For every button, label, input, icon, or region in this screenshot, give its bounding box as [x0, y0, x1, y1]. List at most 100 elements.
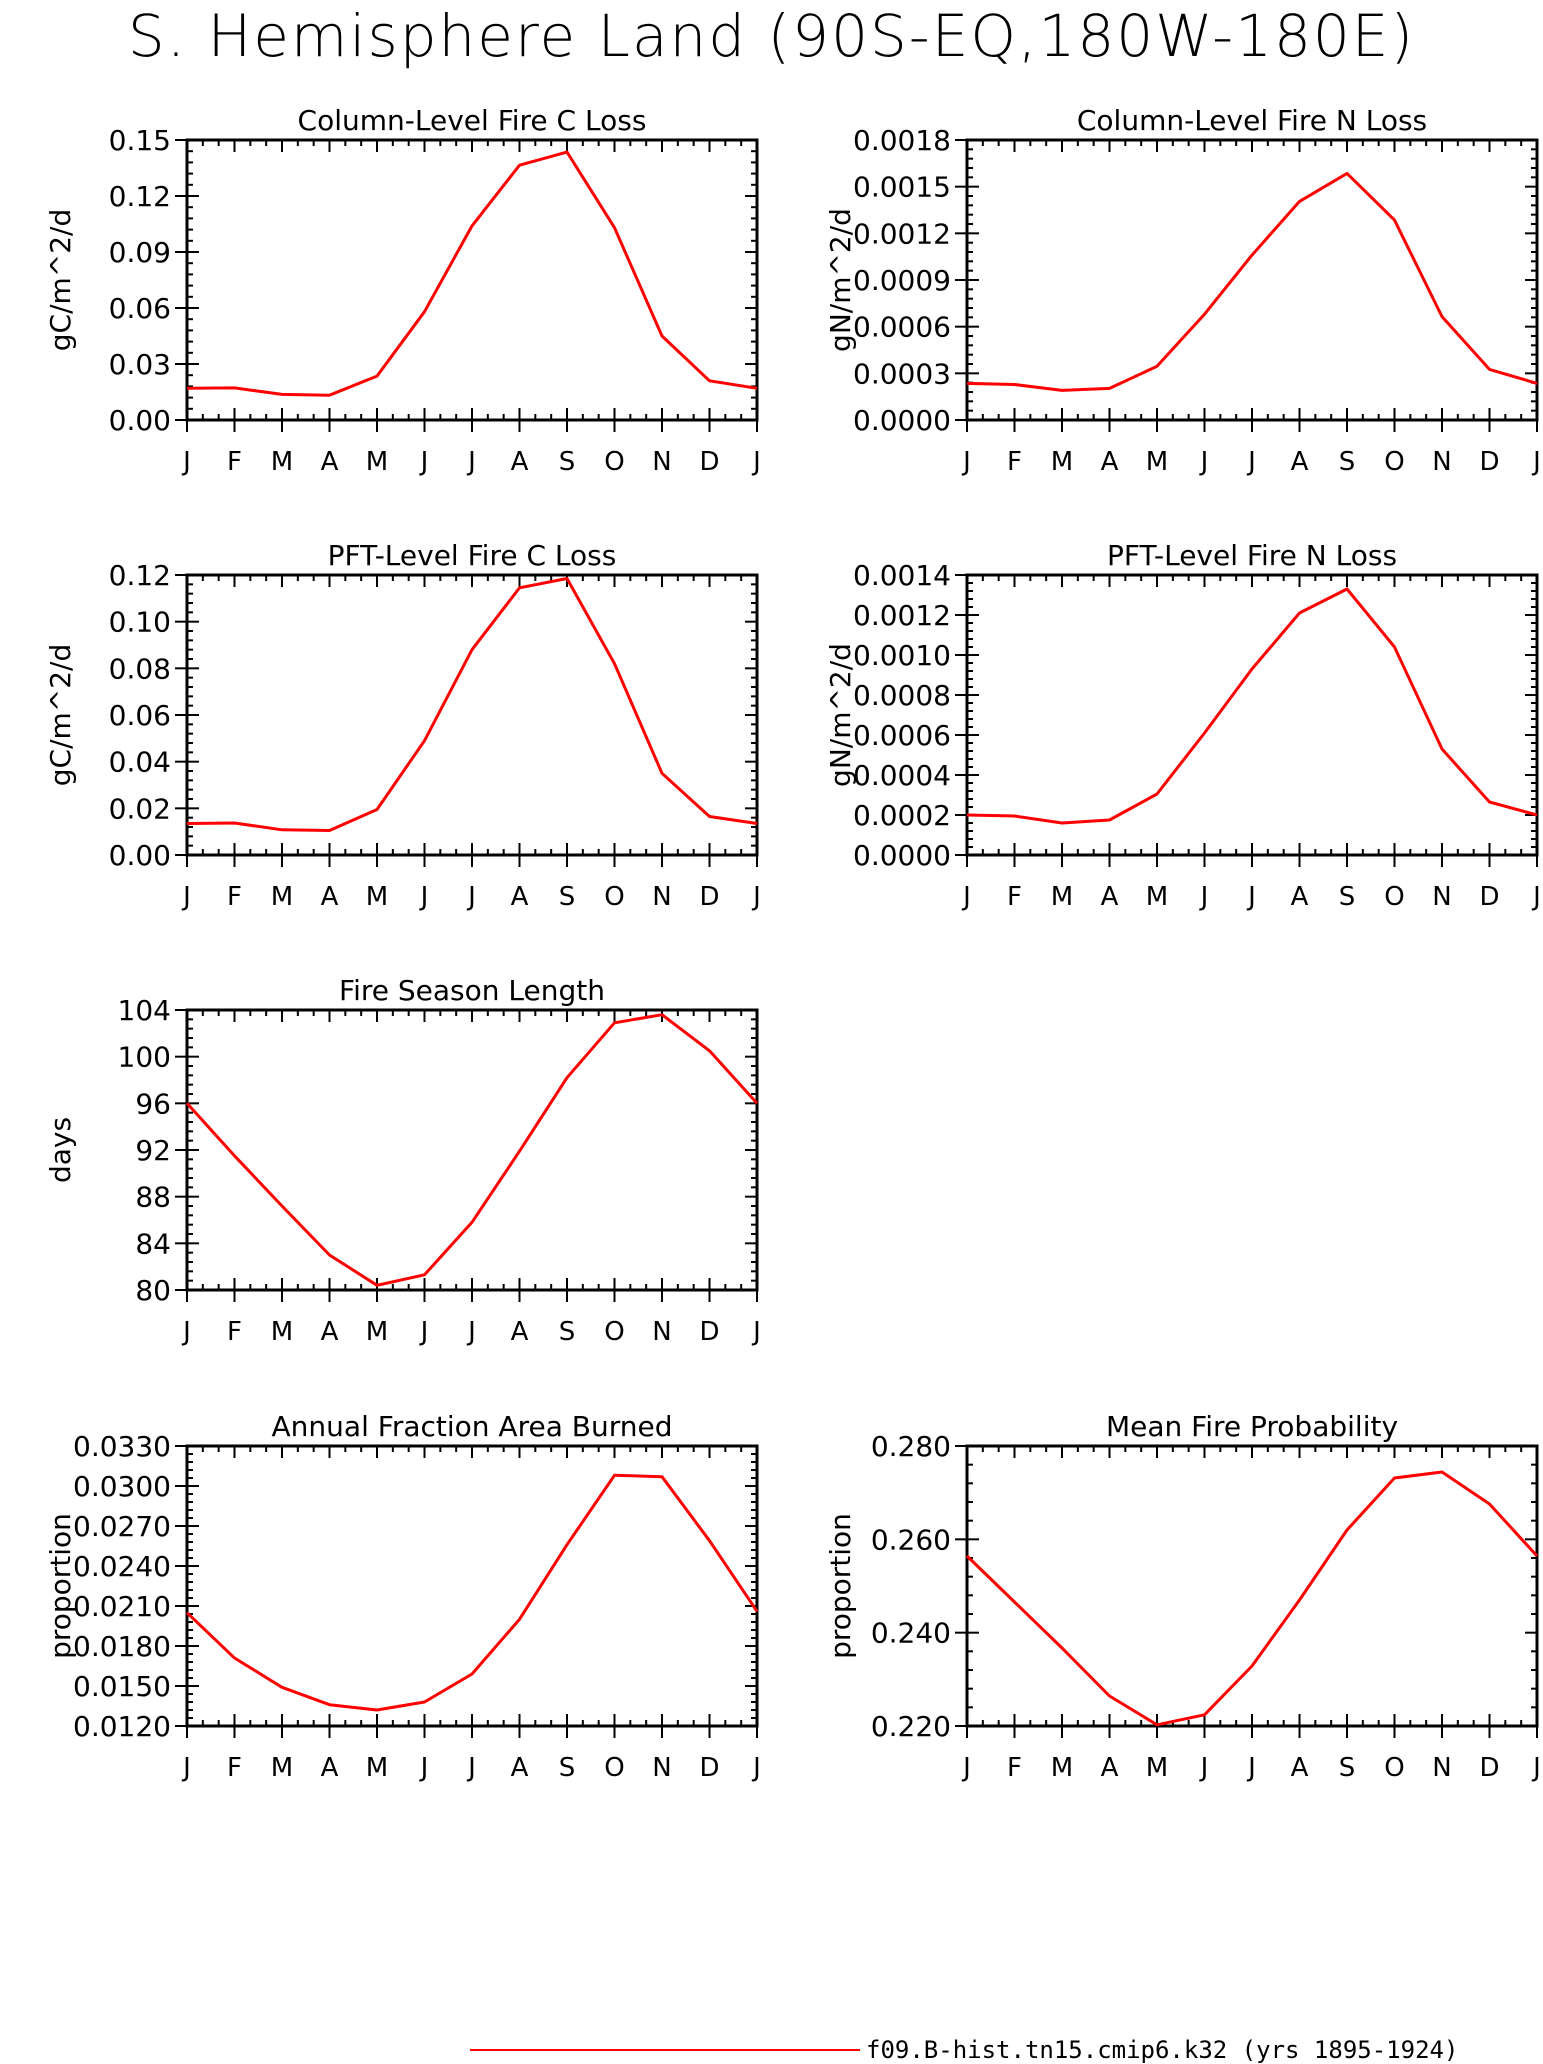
- x-tick-label: F: [227, 882, 242, 912]
- y-axis-label: proportion: [824, 1513, 857, 1659]
- x-tick-label: J: [181, 882, 191, 912]
- y-tick-label: 0.0330: [73, 1430, 171, 1463]
- series-line: [185, 1013, 759, 1287]
- y-tick-label: 88: [135, 1181, 171, 1214]
- x-tick-label: A: [321, 1753, 339, 1783]
- x-tick-label: D: [699, 447, 719, 477]
- panel-column-n-loss: J F M A M J J A S O N D J 0.0000 0.0003 0.0006 0.0009 0.0…: [780, 90, 1543, 490]
- x-tick-label: J: [181, 447, 191, 477]
- y-tick-label: 0.0300: [73, 1470, 171, 1503]
- x-tick-label: J: [751, 1753, 761, 1783]
- y-tick-label: 0.0240: [73, 1550, 171, 1583]
- x-tick-label: J: [181, 1317, 191, 1347]
- panel-fire-season-length: J F M A M J J A S O N D J 80 84 88 92 96 100 104 Fire Season…: [0, 960, 780, 1360]
- y-tick-label: 0.0270: [73, 1510, 171, 1543]
- y-tick-label: 0.08: [109, 652, 171, 685]
- chart-title: PFT-Level Fire C Loss: [328, 539, 617, 572]
- y-axis-label: gC/m^2/d: [44, 209, 77, 352]
- y-tick-label: 0.0000: [853, 839, 951, 872]
- x-tick-label: D: [1479, 447, 1499, 477]
- y-axis-label: days: [44, 1117, 77, 1183]
- series-line: [966, 587, 1538, 825]
- panel-pft-c-loss: J F M A M J J A S O N D J 0.00 0.02 0.04 0.06 0.08 0.10 0.1…: [0, 525, 780, 925]
- x-tick-label: A: [511, 1317, 529, 1347]
- series-line: [966, 171, 1538, 392]
- x-tick-label: N: [1432, 447, 1451, 477]
- panel-fire-probability: J F M A M J J A S O N D J 0.220 0.240 0.260 0.280 Mean Fi…: [780, 1400, 1543, 1800]
- legend-line: [470, 2049, 860, 2051]
- y-tick-label: 0.240: [871, 1617, 951, 1650]
- x-tick-label: J: [419, 447, 429, 477]
- x-tick-label: J: [751, 447, 761, 477]
- x-tick-label: N: [652, 882, 671, 912]
- x-tick-label: M: [271, 1753, 293, 1783]
- x-tick-label: O: [604, 1317, 624, 1347]
- x-tick-label: J: [466, 1317, 476, 1347]
- y-tick-label: 92: [135, 1134, 171, 1167]
- x-tick-label: A: [511, 447, 529, 477]
- chart-pft-c-loss: J F M A M J J A S O N D J0.000.020.040.060.080.100.1…: [44, 539, 761, 912]
- x-tick-label: J: [1199, 447, 1209, 477]
- y-tick-label: 0.0150: [73, 1670, 171, 1703]
- y-tick-label: 0.12: [109, 559, 171, 592]
- x-tick-label: O: [1384, 447, 1404, 477]
- chart-title: Column-Level Fire C Loss: [298, 104, 647, 137]
- y-axis-label: gN/m^2/d: [824, 643, 857, 787]
- chart-area-burned: J F M A M J J A S O N D J0.01200.01500.01800.02100.0…: [44, 1410, 761, 1783]
- y-tick-label: 0.0015: [853, 171, 951, 204]
- plot-frame: [965, 573, 1539, 857]
- y-axis-label: proportion: [44, 1513, 77, 1659]
- x-tick-label: J: [1531, 447, 1541, 477]
- chart-title: Mean Fire Probability: [1106, 1410, 1398, 1443]
- y-tick-label: 0.0210: [73, 1590, 171, 1623]
- y-tick-label: 0.0008: [853, 679, 951, 712]
- x-tick-label: O: [1384, 1753, 1404, 1783]
- y-tick-label: 0.0010: [853, 639, 951, 672]
- x-tick-label: S: [559, 882, 576, 912]
- y-tick-label: 80: [135, 1274, 171, 1307]
- x-tick-label: A: [1291, 1753, 1309, 1783]
- y-tick-label: 84: [135, 1227, 171, 1260]
- x-tick-label: S: [559, 447, 576, 477]
- panel-column-c-loss: J F M A M J J A S O N D J 0.00 0.03 0.06 0.09 0.12 0.15 Col…: [0, 90, 780, 490]
- x-tick-label: A: [1291, 882, 1309, 912]
- x-tick-label: J: [466, 1753, 476, 1783]
- x-tick-label: F: [227, 1317, 242, 1347]
- x-tick-label: S: [1339, 447, 1356, 477]
- series-line: [186, 150, 758, 397]
- y-tick-label: 0.0002: [853, 799, 951, 832]
- x-tick-label: J: [1246, 1753, 1256, 1783]
- panel-pft-n-loss: J F M A M J J A S O N D J 0.0000 0.0002 0.0004 0.0006 0.0…: [780, 525, 1543, 925]
- x-tick-label: S: [559, 1753, 576, 1783]
- chart-column-n-loss: J F M A M J J A S O N D J0.00000.00030.00060.00090.0…: [824, 104, 1541, 477]
- x-tick-label: D: [1479, 1753, 1499, 1783]
- x-tick-label: O: [604, 447, 624, 477]
- x-tick-label: J: [1246, 447, 1256, 477]
- x-tick-label: M: [1051, 882, 1073, 912]
- x-tick-label: J: [961, 882, 971, 912]
- legend-label: f09.B-hist.tn15.cmip6.k32 (yrs 1895-1924…: [866, 2036, 1459, 2064]
- y-tick-label: 0.10: [109, 606, 171, 639]
- y-tick-label: 0.0000: [853, 404, 951, 437]
- y-tick-label: 0.02: [109, 792, 171, 825]
- x-tick-label: M: [271, 447, 293, 477]
- x-tick-label: M: [366, 1317, 388, 1347]
- chart-pft-n-loss: J F M A M J J A S O N D J0.00000.00020.00040.00060.0…: [824, 539, 1541, 912]
- plot-frame: [185, 1008, 759, 1292]
- x-tick-label: A: [321, 447, 339, 477]
- x-tick-label: J: [419, 1317, 429, 1347]
- x-tick-label: D: [699, 1317, 719, 1347]
- y-tick-label: 0.220: [871, 1710, 951, 1743]
- x-tick-label: N: [1432, 1753, 1451, 1783]
- x-tick-label: M: [1146, 882, 1168, 912]
- y-tick-label: 0.0012: [853, 217, 951, 250]
- y-tick-label: 0.15: [109, 124, 171, 157]
- x-tick-label: J: [419, 1753, 429, 1783]
- x-tick-label: M: [271, 882, 293, 912]
- x-tick-label: M: [1146, 447, 1168, 477]
- chart-title: Annual Fraction Area Burned: [272, 1410, 673, 1443]
- x-tick-label: J: [1531, 882, 1541, 912]
- x-tick-label: A: [1101, 1753, 1119, 1783]
- chart-column-c-loss: J F M A M J J A S O N D J0.000.030.060.090.120.15Col…: [44, 104, 761, 477]
